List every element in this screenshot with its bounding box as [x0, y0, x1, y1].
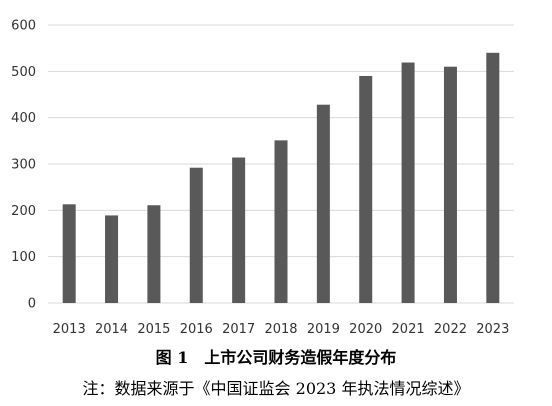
x-tick-label: 2019	[307, 322, 340, 337]
x-tick-label: 2018	[264, 322, 297, 337]
bar-2019	[316, 104, 330, 304]
bar-2013	[62, 204, 76, 303]
y-tick-label: 400	[11, 111, 36, 126]
bar-2017	[232, 157, 246, 303]
x-tick-label: 2017	[222, 322, 255, 337]
x-tick-label: 2013	[53, 322, 86, 337]
figure-title: 图 1 上市公司财务造假年度分布	[155, 348, 397, 367]
x-tick-label: 2016	[180, 322, 213, 337]
bar-2014	[105, 215, 119, 303]
x-tick-label: 2022	[434, 322, 467, 337]
bar-2018	[274, 140, 288, 303]
y-tick-label: 200	[11, 204, 36, 219]
bar-2016	[189, 167, 203, 303]
x-axis-ticks: 2013 2014 2015 2016 2017 2018 2019 2020 2021 2022…	[53, 322, 510, 337]
bar-2020	[359, 75, 373, 303]
y-tick-label: 300	[11, 158, 36, 173]
bar-2023	[486, 52, 500, 303]
bar-2021	[401, 62, 415, 303]
x-tick-label: 2020	[349, 322, 382, 337]
y-tick-label: 500	[11, 65, 36, 80]
x-tick-label: 2023	[476, 322, 509, 337]
y-axis-ticks: 0 100 200 300 400 500 600	[11, 19, 36, 312]
y-tick-label: 0	[28, 297, 36, 312]
figure-source-note: 注：数据来源于《中国证监会 2023 年执法情况综述》	[82, 379, 470, 398]
bar-2022	[443, 66, 457, 303]
y-tick-label: 600	[11, 19, 36, 34]
bar-2015	[147, 205, 161, 303]
y-tick-label: 100	[11, 250, 36, 265]
x-tick-label: 2021	[392, 322, 425, 337]
bar-chart: 0 100 200 300 400 500 600 2013 2014 2015 2016 2017…	[11, 19, 514, 337]
x-tick-label: 2015	[137, 322, 170, 337]
bars	[62, 52, 500, 304]
x-tick-label: 2014	[95, 322, 128, 337]
